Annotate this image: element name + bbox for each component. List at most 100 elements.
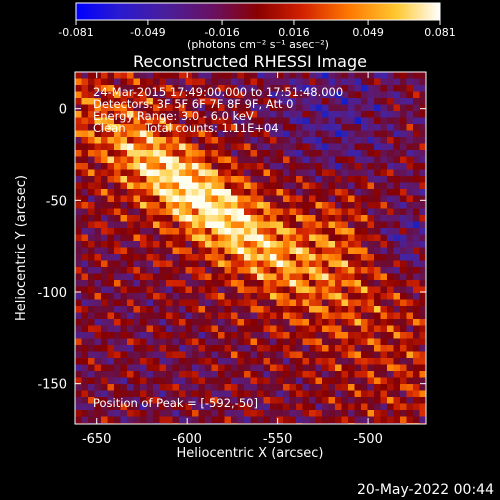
heatmap-cell bbox=[75, 377, 82, 385]
heatmap-cell bbox=[166, 384, 173, 391]
heatmap-cell bbox=[250, 351, 258, 359]
heatmap-cell bbox=[75, 358, 82, 365]
heatmap-cell bbox=[127, 325, 134, 333]
heatmap-cell bbox=[374, 410, 381, 417]
heatmap-cell bbox=[198, 247, 206, 255]
heatmap-cell bbox=[237, 397, 245, 404]
heatmap-cell bbox=[315, 267, 323, 274]
heatmap-cell bbox=[192, 390, 199, 398]
heatmap-cell bbox=[159, 98, 167, 105]
heatmap-cell bbox=[146, 364, 154, 372]
heatmap-cell bbox=[335, 312, 342, 320]
heatmap-cell bbox=[322, 299, 329, 307]
heatmap-cell bbox=[159, 273, 167, 281]
heatmap-cell bbox=[328, 280, 336, 287]
heatmap-cell bbox=[114, 189, 121, 196]
heatmap-cell bbox=[153, 228, 160, 235]
heatmap-cell bbox=[185, 319, 193, 326]
heatmap-cell bbox=[387, 195, 394, 203]
heatmap-cell bbox=[224, 104, 232, 112]
heatmap-cell bbox=[374, 241, 381, 248]
heatmap-cell bbox=[133, 345, 141, 352]
heatmap-cell bbox=[172, 130, 180, 138]
heatmap-cell bbox=[380, 286, 388, 294]
heatmap-cell bbox=[283, 345, 290, 352]
heatmap-cell bbox=[296, 143, 303, 151]
heatmap-cell bbox=[218, 234, 225, 242]
heatmap-cell bbox=[367, 351, 375, 359]
heatmap-cell bbox=[127, 111, 134, 118]
heatmap-cell bbox=[270, 416, 277, 424]
heatmap-cell bbox=[387, 215, 394, 222]
heatmap-cell bbox=[153, 325, 160, 333]
heatmap-cell bbox=[237, 371, 245, 378]
heatmap-cell bbox=[224, 202, 232, 209]
heatmap-cell bbox=[302, 254, 310, 261]
heatmap-cell bbox=[159, 85, 167, 92]
heatmap-cell bbox=[159, 215, 167, 222]
heatmap-cell bbox=[354, 254, 362, 261]
heatmap-cell bbox=[88, 416, 95, 424]
heatmap-cell bbox=[172, 397, 180, 404]
heatmap-cell bbox=[211, 293, 219, 300]
heatmap-cell bbox=[309, 117, 316, 125]
heatmap-cell bbox=[413, 111, 420, 118]
heatmap-cell bbox=[75, 182, 82, 190]
heatmap-cell bbox=[192, 345, 199, 352]
heatmap-cell bbox=[335, 280, 342, 287]
heatmap-cell bbox=[374, 351, 381, 359]
heatmap-cell bbox=[185, 111, 193, 118]
heatmap-cell bbox=[185, 273, 193, 281]
heatmap-cell bbox=[263, 208, 271, 216]
heatmap-cell bbox=[322, 403, 329, 411]
heatmap-cell bbox=[244, 416, 251, 424]
heatmap-cell bbox=[153, 351, 160, 359]
heatmap-cell bbox=[75, 215, 82, 222]
heatmap-cell bbox=[159, 234, 167, 242]
heatmap-cell bbox=[101, 150, 108, 157]
heatmap-cell bbox=[133, 208, 141, 216]
heatmap-cell bbox=[419, 228, 426, 235]
heatmap-cell bbox=[120, 156, 128, 164]
heatmap-cell bbox=[322, 351, 329, 359]
heatmap-cell bbox=[198, 280, 206, 287]
heatmap-cell bbox=[374, 306, 381, 313]
heatmap-cell bbox=[146, 286, 154, 294]
heatmap-cell bbox=[419, 403, 426, 411]
heatmap-cell bbox=[387, 254, 394, 261]
heatmap-cell bbox=[348, 403, 355, 411]
heatmap-cell bbox=[231, 104, 238, 112]
heatmap-cell bbox=[348, 176, 355, 183]
heatmap-cell bbox=[393, 117, 401, 125]
heatmap-cell bbox=[289, 332, 297, 339]
heatmap-cell bbox=[380, 390, 388, 398]
heatmap-cell bbox=[302, 78, 310, 86]
heatmap-cell bbox=[406, 202, 414, 209]
heatmap-cell bbox=[296, 208, 303, 216]
heatmap-cell bbox=[153, 130, 160, 138]
heatmap-cell bbox=[419, 85, 426, 92]
heatmap-cell bbox=[231, 98, 238, 105]
heatmap-cell bbox=[315, 208, 323, 216]
heatmap-cell bbox=[179, 241, 186, 248]
heatmap-cell bbox=[322, 91, 329, 99]
heatmap-cell bbox=[302, 273, 310, 281]
heatmap-cell bbox=[335, 299, 342, 307]
heatmap-cell bbox=[257, 312, 264, 320]
heatmap-cell bbox=[289, 202, 297, 209]
heatmap-cell bbox=[127, 169, 134, 177]
heatmap-cell bbox=[302, 150, 310, 157]
heatmap-cell bbox=[237, 130, 245, 138]
heatmap-cell bbox=[140, 247, 147, 255]
heatmap-cell bbox=[185, 397, 193, 404]
heatmap-cell bbox=[393, 169, 401, 177]
heatmap-cell bbox=[296, 377, 303, 385]
heatmap-cell bbox=[101, 137, 108, 144]
heatmap-cell bbox=[107, 345, 115, 352]
heatmap-cell bbox=[406, 150, 414, 157]
heatmap-cell bbox=[393, 397, 401, 404]
heatmap-cell bbox=[289, 228, 297, 235]
heatmap-cell bbox=[172, 358, 180, 365]
heatmap-cell bbox=[302, 410, 310, 417]
heatmap-cell bbox=[88, 260, 95, 268]
